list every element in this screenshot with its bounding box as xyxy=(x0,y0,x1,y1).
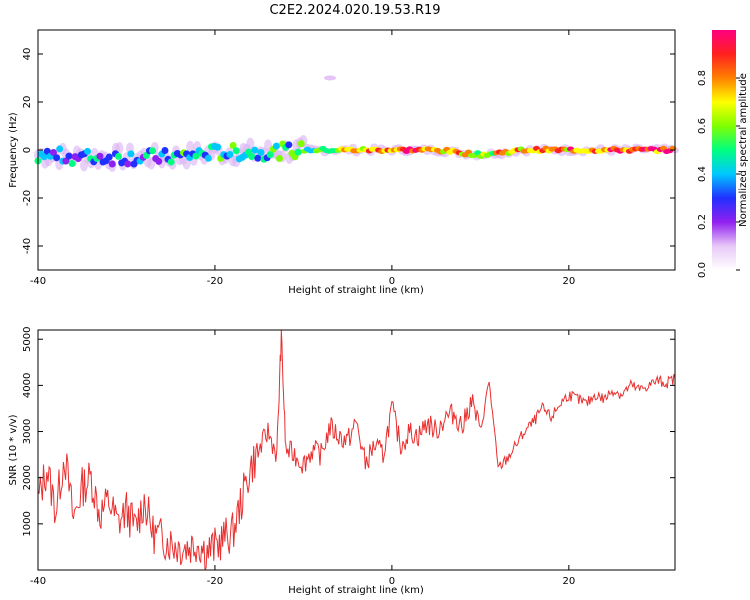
spectrogram-cell xyxy=(62,157,70,165)
spectrogram-cell xyxy=(257,148,265,156)
figure-title: C2E2.2024.020.19.53.R19 xyxy=(269,3,440,18)
spectrogram-cell xyxy=(53,154,61,162)
spectrogram-y-axis-label: Frequency (Hz) xyxy=(8,112,19,188)
spectrogram-cell xyxy=(294,148,302,156)
y-tick-label: 1000 xyxy=(22,511,33,536)
spectrogram-cell xyxy=(149,147,157,155)
spectrogram-cell xyxy=(266,151,274,159)
spectrogram-halo xyxy=(246,137,255,150)
colorbar-label: Normalized spectral amplitude xyxy=(738,73,749,227)
spectrogram-cell xyxy=(474,150,482,156)
colorbar-tick-label: 0.0 xyxy=(697,262,708,278)
spectrogram-cell xyxy=(251,146,259,154)
y-tick-label: -20 xyxy=(22,190,33,206)
spectrogram-cell xyxy=(56,145,64,153)
spectrogram-cell xyxy=(167,158,175,166)
spectrogram-cell xyxy=(226,151,234,159)
snr-panel: -40 -20 0 20 1000 2000 3000 4000 5000 Height of… xyxy=(8,327,676,596)
snr-y-axis-label: SNR (10 * v/v) xyxy=(8,414,19,485)
spectrogram-cell xyxy=(155,157,163,165)
y-tick-label: 40 xyxy=(22,48,33,61)
spectrogram-cell xyxy=(248,152,256,160)
colorbar-tick-label: 0.8 xyxy=(697,70,708,86)
spectrogram-cell xyxy=(105,153,113,161)
spectrogram-halo xyxy=(186,140,195,153)
y-tick-label: 3000 xyxy=(22,419,33,444)
spectrogram-cell xyxy=(65,152,73,160)
spectrogram-cell xyxy=(192,152,200,160)
spectrogram-cell xyxy=(124,160,132,168)
spectrogram-cell xyxy=(108,160,116,168)
spectrogram-cell xyxy=(68,160,76,168)
spectrogram-ridge xyxy=(34,75,679,172)
spectrogram-cell xyxy=(49,148,57,156)
snr-series-line xyxy=(37,329,676,571)
spectrogram-cell xyxy=(272,142,280,150)
x-tick-label: -20 xyxy=(207,576,223,587)
spectrogram-cell xyxy=(40,153,48,161)
x-tick-label: -40 xyxy=(30,576,46,587)
colorbar-tick-label: 0.4 xyxy=(697,166,708,182)
x-tick-label: 0 xyxy=(389,276,395,287)
y-tick-label: 5000 xyxy=(22,327,33,352)
spectrogram-cell xyxy=(254,154,262,162)
colorbar-tick-label: 0.6 xyxy=(697,118,708,134)
x-tick-label: 0 xyxy=(389,576,395,587)
x-tick-label: -40 xyxy=(30,276,46,287)
colorbar-gradient xyxy=(712,30,736,270)
spectrogram-cell xyxy=(161,147,169,155)
x-tick-label: 20 xyxy=(562,276,575,287)
spectrogram-cell xyxy=(285,141,293,149)
spectrogram-cell xyxy=(214,143,222,151)
spectrogram-cell xyxy=(232,147,240,155)
snr-plot-area xyxy=(38,330,675,570)
y-tick-label: 0 xyxy=(22,147,33,153)
spectrogram-cell xyxy=(204,154,212,162)
spectrogram-cell xyxy=(115,152,123,160)
snr-frame xyxy=(37,329,676,571)
spectrogram-cell xyxy=(43,147,51,155)
x-tick-label: 20 xyxy=(562,576,575,587)
spectrogram-panel: -40 -20 0 20 -40 -20 0 20 40 Height of straight… xyxy=(8,29,679,296)
y-tick-label: 4000 xyxy=(22,373,33,398)
x-tick-label: -20 xyxy=(207,276,223,287)
spectrogram-cell xyxy=(276,154,284,162)
colorbar: 0.0 0.2 0.4 0.6 0.8 Normalized spectral ampl… xyxy=(697,30,749,278)
spectrogram-cell xyxy=(229,142,237,150)
y-tick-label: 20 xyxy=(22,96,33,109)
spectrogram-x-axis-label: Height of straight line (km) xyxy=(288,285,424,296)
y-tick-label: 2000 xyxy=(22,465,33,490)
spectrogram-cell xyxy=(297,140,305,148)
spectrogram-feature xyxy=(323,75,336,81)
spectrogram-cell xyxy=(96,152,104,160)
y-tick-label: -40 xyxy=(22,238,33,254)
colorbar-tick-label: 0.2 xyxy=(697,214,708,230)
spectrogram-cell xyxy=(84,147,92,155)
spectrogram-cell xyxy=(127,150,135,158)
snr-x-axis-label: Height of straight line (km) xyxy=(288,585,424,596)
